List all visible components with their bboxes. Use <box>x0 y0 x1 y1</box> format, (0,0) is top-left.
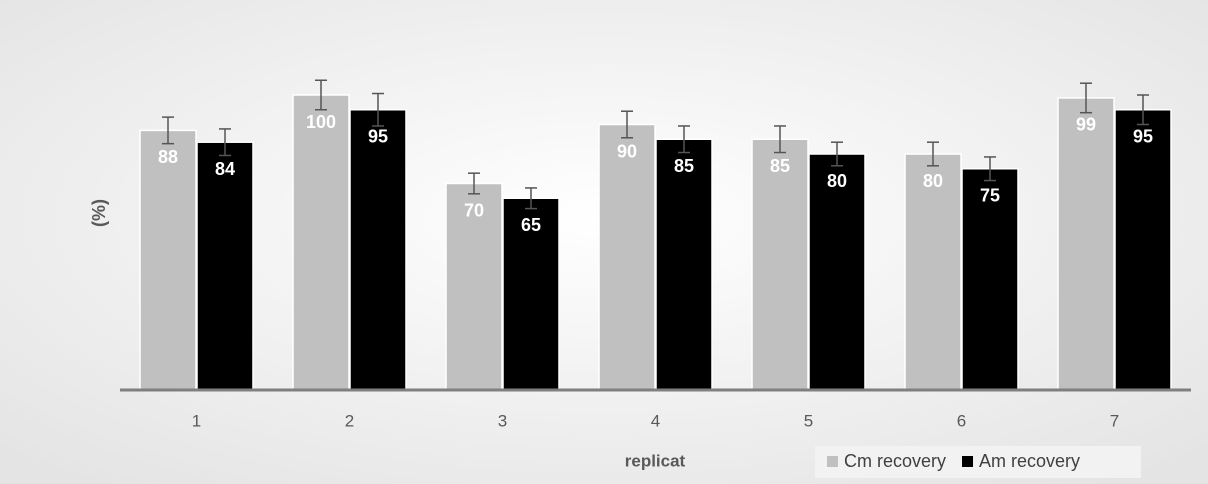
legend-swatch <box>827 456 838 467</box>
bar <box>751 138 809 391</box>
error-bar <box>219 128 231 157</box>
legend-box <box>815 446 1141 478</box>
data-label: 85 <box>770 156 790 176</box>
data-label: 84 <box>215 159 235 179</box>
data-label: 65 <box>521 215 541 235</box>
x-tick-label: 3 <box>498 411 507 430</box>
error-bar <box>984 156 996 182</box>
data-label: 80 <box>827 171 847 191</box>
bar <box>808 153 866 391</box>
error-bar <box>162 116 174 145</box>
legend-swatch <box>962 456 974 467</box>
error-bar <box>468 172 480 195</box>
data-label: 95 <box>1133 127 1153 147</box>
error-bar <box>678 125 690 154</box>
bar <box>196 141 254 391</box>
x-tick-label: 2 <box>345 411 354 430</box>
data-label: 75 <box>980 186 1000 206</box>
error-bar <box>927 141 939 167</box>
bar <box>904 153 962 391</box>
data-label: 95 <box>368 127 388 147</box>
data-label: 85 <box>674 156 694 176</box>
data-label: 88 <box>158 147 178 167</box>
x-tick-label: 4 <box>651 411 660 430</box>
x-tick-label: 5 <box>804 411 813 430</box>
bar <box>598 123 656 391</box>
bar <box>1114 109 1172 391</box>
x-tick-label: 7 <box>1110 411 1119 430</box>
data-label: 90 <box>617 141 637 161</box>
x-axis-label: replicat <box>625 451 686 470</box>
bar <box>1057 97 1115 391</box>
data-label: 70 <box>464 200 484 220</box>
y-axis-label: (%) <box>89 199 109 227</box>
error-bar <box>831 141 843 167</box>
error-bar <box>372 92 384 127</box>
bar <box>961 168 1019 391</box>
error-bar <box>621 110 633 139</box>
data-label: 80 <box>923 171 943 191</box>
data-label: 99 <box>1076 115 1096 135</box>
bar <box>349 109 407 391</box>
x-tick-label: 1 <box>192 411 201 430</box>
error-bar <box>315 79 327 111</box>
bar <box>139 129 197 391</box>
error-bar <box>1137 94 1149 126</box>
bar <box>655 138 713 391</box>
legend-label: Cm recovery <box>844 451 946 471</box>
data-label: 100 <box>306 112 336 132</box>
legend-label: Am recovery <box>979 451 1080 471</box>
error-bar <box>774 125 786 154</box>
error-bar <box>1080 82 1092 114</box>
error-bar <box>525 187 537 210</box>
bar <box>445 182 503 391</box>
bar <box>292 94 350 391</box>
x-tick-label: 6 <box>957 411 966 430</box>
